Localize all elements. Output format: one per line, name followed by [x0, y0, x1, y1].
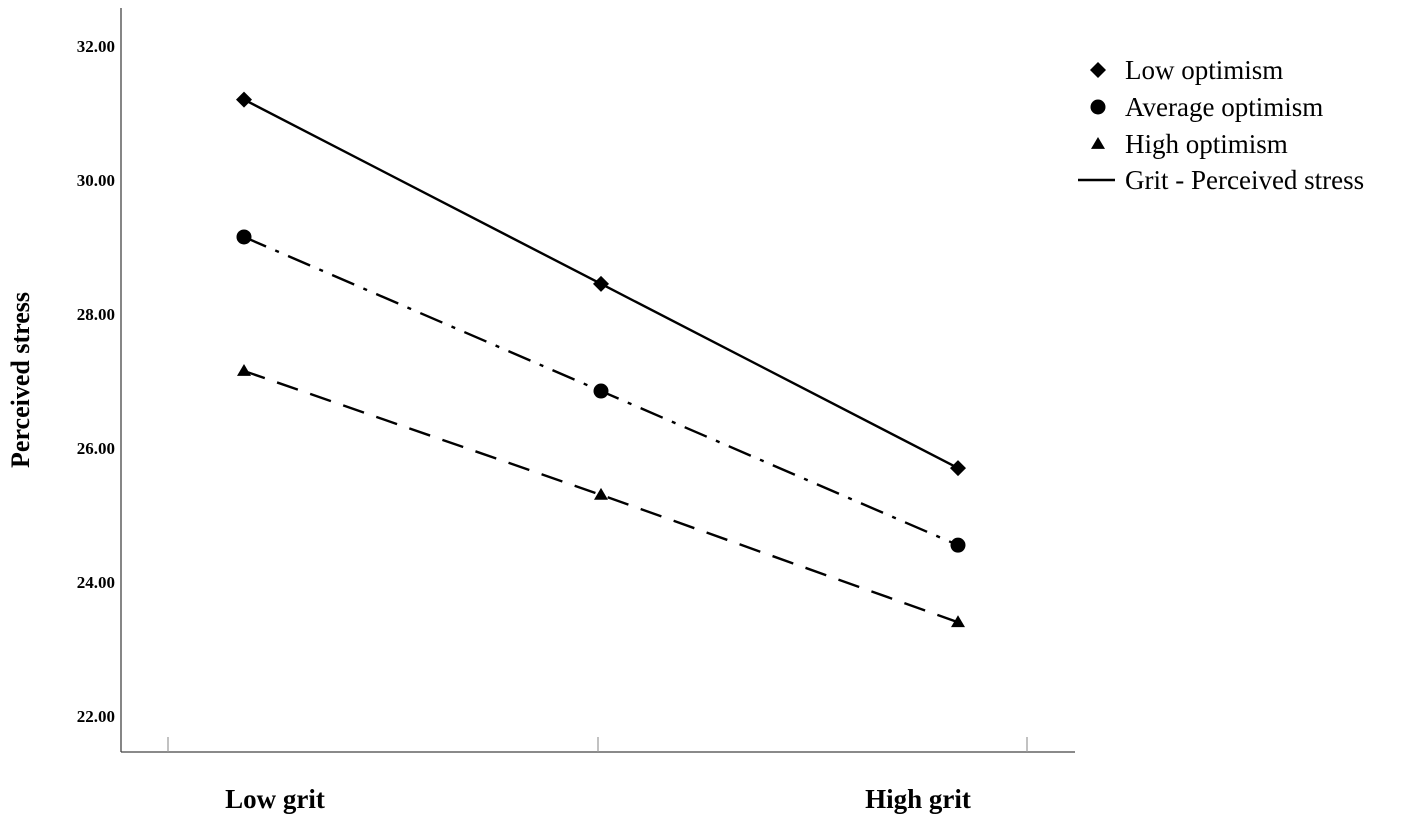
- legend-marker-diamond: [1090, 62, 1106, 78]
- series-line-2: [243, 369, 959, 624]
- data-point-diamond: [236, 91, 252, 108]
- data-point-triangle: [237, 363, 251, 376]
- legend-marker-triangle: [1091, 137, 1105, 149]
- data-point-circle: [950, 537, 966, 553]
- legend-label: Average optimism: [1125, 92, 1323, 122]
- y-tick-label: 26.00: [77, 439, 115, 458]
- y-tick-label: 22.00: [77, 707, 115, 726]
- y-tick-label: 28.00: [77, 305, 115, 324]
- y-tick-label: 24.00: [77, 573, 115, 592]
- data-point-circle: [236, 229, 252, 245]
- data-point-triangle: [951, 615, 965, 628]
- x-tick-label: High grit: [865, 784, 971, 814]
- data-point-diamond: [593, 275, 609, 292]
- legend-line-label: Grit - Perceived stress: [1125, 165, 1364, 195]
- y-tick-label: 30.00: [77, 171, 115, 190]
- axes: [120, 8, 1075, 753]
- y-axis-ticks: 22.00 24.00 26.00 28.00 30.00 32.00: [77, 37, 115, 726]
- series-lines: [243, 98, 959, 624]
- x-axis-ticks: Low grit High grit: [167, 737, 1028, 814]
- y-tick-label: 32.00: [77, 37, 115, 56]
- x-tick-label: Low grit: [225, 784, 325, 814]
- data-point-circle: [593, 383, 609, 399]
- data-point-diamond: [950, 460, 966, 477]
- legend-marker-circle: [1090, 99, 1106, 115]
- y-axis-title: Perceived stress: [6, 292, 35, 468]
- legend-label: High optimism: [1125, 129, 1288, 159]
- data-point-triangle: [594, 487, 608, 500]
- legend: Low optimism Average optimism High optimis…: [1078, 55, 1364, 195]
- legend-label: Low optimism: [1125, 55, 1283, 85]
- series-markers: [236, 91, 966, 628]
